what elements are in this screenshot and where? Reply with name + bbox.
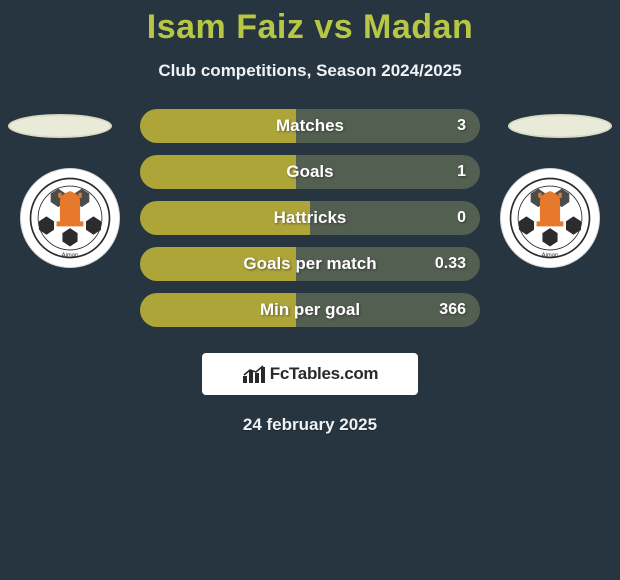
stat-bar-left xyxy=(140,155,296,189)
player-left-ellipse xyxy=(8,114,112,138)
stat-bar xyxy=(140,247,480,281)
stat-bar-right xyxy=(296,247,480,281)
stat-bar xyxy=(140,109,480,143)
stat-row: Ajman Ajman Hattricks 0 xyxy=(0,201,620,235)
stat-bar-right xyxy=(310,201,480,235)
stat-bar-left xyxy=(140,201,310,235)
date-label: 24 february 2025 xyxy=(0,415,620,435)
stat-bar-right xyxy=(296,293,480,327)
brand-bars-icon xyxy=(242,364,266,384)
stat-bar xyxy=(140,201,480,235)
stat-row: Min per goal 366 xyxy=(0,293,620,327)
stat-bar-left xyxy=(140,247,296,281)
stat-row: Matches 3 xyxy=(0,109,620,143)
stat-row: Goals per match 0.33 xyxy=(0,247,620,281)
stat-bar-left xyxy=(140,293,296,327)
subtitle: Club competitions, Season 2024/2025 xyxy=(0,61,620,81)
stat-bar-left xyxy=(140,109,296,143)
stat-bar-right xyxy=(296,155,480,189)
brand-text: FcTables.com xyxy=(270,364,379,384)
stat-bar-right xyxy=(296,109,480,143)
page-title: Isam Faiz vs Madan xyxy=(0,8,620,47)
stat-bar xyxy=(140,293,480,327)
stat-bar xyxy=(140,155,480,189)
stat-rows: Matches 3 Goals 1 Ajman xyxy=(0,109,620,327)
comparison-card: Isam Faiz vs Madan Club competitions, Se… xyxy=(0,0,620,435)
brand-badge: FcTables.com xyxy=(202,353,418,395)
player-right-ellipse xyxy=(508,114,612,138)
